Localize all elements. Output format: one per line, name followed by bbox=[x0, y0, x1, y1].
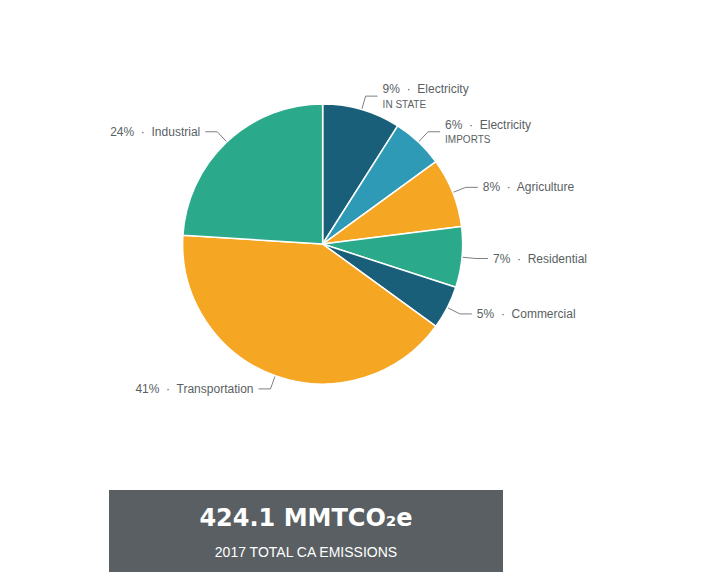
svg-text:IN STATE: IN STATE bbox=[383, 99, 427, 110]
svg-text:424.1 MMTCO₂e: 424.1 MMTCO₂e bbox=[199, 504, 412, 532]
svg-text:24% · Industrial: 24% · Industrial bbox=[110, 125, 200, 139]
svg-text:IMPORTS: IMPORTS bbox=[445, 134, 491, 145]
svg-text:7% · Residential: 7% · Residential bbox=[493, 252, 587, 266]
svg-text:8% · Agriculture: 8% · Agriculture bbox=[483, 180, 575, 194]
svg-text:2017 TOTAL CA EMISSIONS: 2017 TOTAL CA EMISSIONS bbox=[215, 544, 397, 560]
svg-text:9% · Electricity: 9% · Electricity bbox=[383, 82, 469, 96]
svg-text:41% · Transportation: 41% · Transportation bbox=[135, 382, 253, 396]
svg-text:5% · Commercial: 5% · Commercial bbox=[477, 307, 576, 321]
svg-text:6% · Electricity: 6% · Electricity bbox=[445, 118, 531, 132]
